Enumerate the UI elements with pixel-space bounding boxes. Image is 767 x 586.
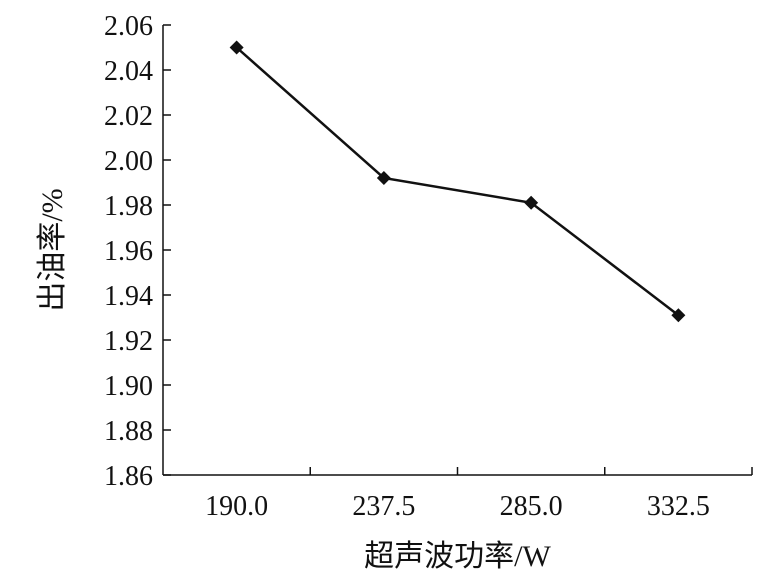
y-axis-label: 出油率/%: [36, 188, 69, 311]
y-tick-label: 1.94: [104, 281, 153, 312]
data-point-marker: [524, 195, 539, 210]
y-tick-label: 1.98: [104, 191, 153, 222]
data-point-marker: [671, 308, 686, 323]
x-tick-label: 332.5: [647, 491, 710, 522]
x-tick-label: 285.0: [500, 491, 563, 522]
y-tick-label: 1.88: [104, 416, 153, 447]
series-line: [235, 46, 680, 317]
y-tick-label: 2.04: [104, 56, 153, 87]
axes: [162, 25, 752, 476]
x-axis-label: 超声波功率/W: [364, 540, 551, 573]
data-point-marker: [376, 171, 391, 185]
x-tick-label: 190.0: [205, 491, 268, 522]
x-ticks: 190.0 237.5 285.0 332.5: [205, 467, 753, 522]
data-point-marker: [229, 40, 244, 55]
y-tick-label: 2.06: [104, 11, 153, 42]
y-tick-label: 1.92: [104, 326, 153, 357]
y-tick-label: 1.96: [104, 236, 153, 267]
series-layer: [229, 40, 686, 323]
y-tick-label: 2.02: [104, 101, 153, 132]
y-tick-label: 1.86: [104, 461, 153, 492]
x-tick-label: 237.5: [352, 491, 415, 522]
y-tick-label: 2.00: [104, 146, 153, 177]
y-tick-label: 1.90: [104, 371, 153, 402]
y-ticks: 1.86 1.88 1.90 1.92 1.94 1.96 1.98 2.00 2.02 2.04…: [104, 11, 171, 492]
